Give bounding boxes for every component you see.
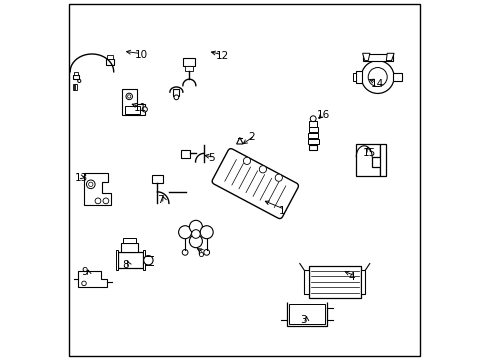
Text: 16: 16	[316, 110, 329, 120]
Circle shape	[275, 174, 282, 181]
Bar	[118, 252, 142, 268]
Bar	[309, 266, 361, 298]
Bar	[304, 270, 309, 294]
FancyBboxPatch shape	[212, 149, 298, 219]
Circle shape	[78, 79, 81, 82]
Bar	[72, 75, 79, 78]
Polygon shape	[236, 138, 243, 144]
Bar	[308, 127, 317, 132]
Circle shape	[243, 157, 250, 165]
Bar	[74, 84, 76, 90]
Bar	[74, 72, 78, 75]
Bar	[106, 59, 114, 65]
Circle shape	[259, 166, 266, 173]
Bar	[107, 55, 113, 59]
Bar	[116, 250, 118, 270]
Bar	[352, 73, 355, 81]
Circle shape	[142, 107, 147, 112]
Circle shape	[309, 116, 315, 122]
Circle shape	[361, 60, 393, 94]
Bar	[151, 175, 163, 183]
Text: 8: 8	[122, 260, 128, 270]
Bar	[121, 243, 137, 252]
Text: 1: 1	[278, 206, 285, 216]
Text: 14: 14	[370, 78, 383, 89]
Bar	[355, 71, 362, 83]
Circle shape	[126, 93, 132, 100]
Polygon shape	[84, 173, 111, 205]
Bar	[362, 54, 392, 60]
Circle shape	[103, 198, 108, 204]
Text: 4: 4	[348, 272, 355, 282]
Bar	[309, 121, 316, 126]
Polygon shape	[355, 144, 379, 176]
Bar	[173, 89, 179, 96]
Circle shape	[182, 249, 187, 255]
Text: 10: 10	[134, 50, 147, 60]
Circle shape	[203, 249, 209, 255]
Bar	[392, 73, 401, 81]
Bar	[123, 238, 136, 243]
Bar	[73, 84, 76, 90]
Bar	[183, 58, 195, 66]
Polygon shape	[386, 53, 393, 60]
Circle shape	[86, 180, 95, 189]
Polygon shape	[362, 53, 369, 60]
Circle shape	[95, 198, 101, 204]
Text: 9: 9	[81, 267, 88, 277]
Circle shape	[367, 68, 386, 86]
Circle shape	[174, 95, 179, 100]
Circle shape	[189, 235, 202, 248]
Text: 7: 7	[157, 195, 163, 205]
Text: 11: 11	[133, 103, 146, 113]
Bar	[75, 84, 77, 90]
Text: 15: 15	[362, 148, 375, 158]
Bar	[307, 133, 318, 138]
Polygon shape	[286, 302, 326, 326]
Circle shape	[143, 256, 153, 265]
Text: 13: 13	[75, 173, 88, 183]
Text: 5: 5	[208, 153, 215, 163]
Bar	[125, 107, 140, 114]
Bar	[142, 250, 144, 270]
Circle shape	[178, 226, 191, 239]
Bar	[288, 304, 324, 324]
Text: 12: 12	[215, 51, 228, 61]
Circle shape	[200, 226, 213, 239]
Circle shape	[88, 182, 93, 186]
Circle shape	[189, 220, 202, 233]
Bar	[361, 270, 365, 294]
Text: 6: 6	[197, 249, 204, 259]
Circle shape	[191, 230, 200, 238]
Bar	[308, 145, 317, 150]
Polygon shape	[78, 271, 107, 287]
Bar	[181, 150, 189, 158]
Text: 2: 2	[247, 132, 254, 142]
Circle shape	[127, 95, 131, 98]
Polygon shape	[122, 89, 144, 115]
Bar	[307, 139, 318, 144]
Bar	[379, 144, 385, 176]
Text: 3: 3	[300, 315, 306, 325]
Bar	[185, 66, 193, 71]
Circle shape	[81, 281, 86, 286]
